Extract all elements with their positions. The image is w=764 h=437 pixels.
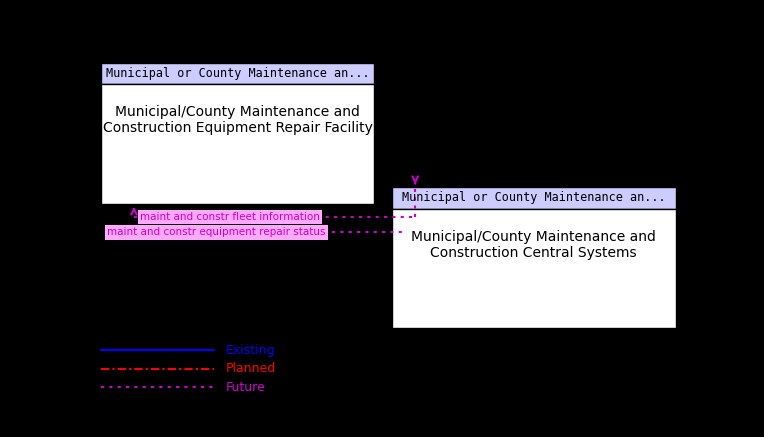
Text: Future: Future bbox=[226, 381, 266, 394]
Text: Municipal or County Maintenance an...: Municipal or County Maintenance an... bbox=[402, 191, 665, 205]
Bar bbox=[392, 209, 676, 328]
Bar bbox=[392, 187, 676, 209]
Text: Planned: Planned bbox=[226, 362, 276, 375]
Text: maint and constr fleet information: maint and constr fleet information bbox=[140, 212, 320, 222]
Bar bbox=[102, 62, 374, 84]
Text: Existing: Existing bbox=[226, 344, 275, 357]
Text: Municipal/County Maintenance and
Construction Equipment Repair Facility: Municipal/County Maintenance and Constru… bbox=[102, 105, 373, 135]
Text: maint and constr equipment repair status: maint and constr equipment repair status bbox=[107, 228, 325, 237]
Text: Municipal or County Maintenance an...: Municipal or County Maintenance an... bbox=[105, 67, 370, 80]
Bar bbox=[102, 84, 374, 204]
Text: Municipal/County Maintenance and
Construction Central Systems: Municipal/County Maintenance and Constru… bbox=[411, 230, 656, 260]
